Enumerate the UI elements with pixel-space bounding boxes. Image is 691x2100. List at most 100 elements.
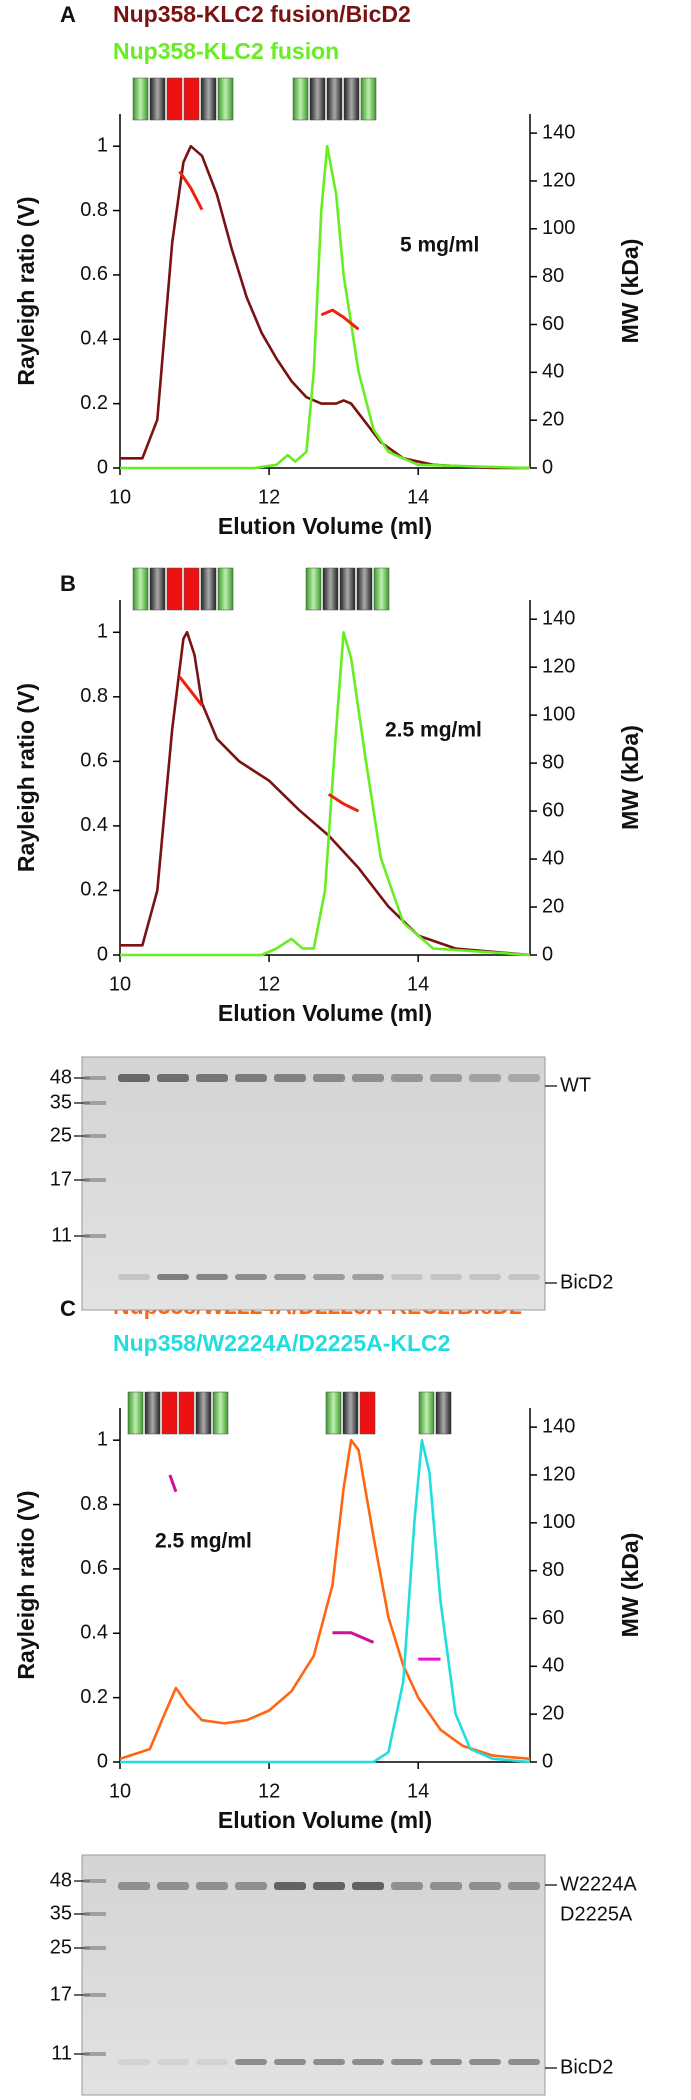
y-tick-label: 0 [97,943,108,965]
domain-icon [183,77,200,121]
gel-band [313,1074,345,1082]
gel-band [313,1274,345,1280]
y-tick-label: 0 [97,456,108,478]
x-tick-label: 14 [407,486,429,508]
domain-icon [343,77,360,121]
gel-label: BicD2 [560,2056,613,2078]
marker-label: 35 [50,1902,72,1924]
domain-icon [326,77,343,121]
domain-icon [292,77,309,121]
domain-icon [195,1391,212,1435]
gel-band [508,1274,540,1280]
gel-band [469,1274,501,1280]
gel-band [118,1274,150,1280]
y-tick-label: 0.2 [80,392,108,414]
domain-icon [325,1391,342,1435]
marker-label: 48 [50,1869,72,1891]
y2-axis-title: MW (kDa) [617,239,643,344]
mw-line [178,675,204,707]
gel-band [391,2059,423,2065]
y-tick-label: 0.6 [80,263,108,285]
legend-entry: Nup358-KLC2 fusion/BicD2 [113,1,411,27]
annotation: 5 mg/ml [400,234,479,257]
gel-band [508,2059,540,2065]
domain-icon [360,77,377,121]
y2-tick-label: 120 [542,169,575,191]
y2-tick-label: 20 [542,1702,564,1724]
rayleigh-line [120,144,530,470]
marker-label: 11 [51,2042,72,2064]
y2-tick-label: 80 [542,265,564,287]
y2-tick-label: 0 [542,943,553,965]
domain-icon [373,567,390,611]
y2-tick-label: 140 [542,1415,575,1437]
y-tick-label: 0.4 [80,328,108,350]
y2-axis-title: MW (kDa) [617,725,643,830]
domain-icon [200,77,217,121]
gel-band [196,2059,228,2065]
y2-tick-label: 40 [542,1655,564,1677]
gel-band [157,1074,189,1082]
x-tick-label: 14 [407,973,429,995]
legend-entry: Nup358/W2224A/D2225A-KLC2 [113,1330,450,1356]
ladder-band [84,1134,106,1138]
x-axis-title: Elution Volume (ml) [218,513,432,539]
mw-line [327,793,360,813]
y2-tick-label: 120 [542,655,575,677]
annotation: 2.5 mg/ml [155,1530,252,1553]
domain-icon [217,567,234,611]
domain-icon [132,77,149,121]
gel-band [196,1882,228,1890]
y-tick-label: 1 [97,1428,108,1450]
gel-band [352,2059,384,2065]
y2-tick-label: 0 [542,1750,553,1772]
gel-band [235,1274,267,1280]
domain-icon [149,77,166,121]
ladder-band [84,1178,106,1182]
gel-band [313,2059,345,2065]
y-tick-label: 0.6 [80,750,108,772]
gel-band [196,1274,228,1280]
y2-tick-label: 140 [542,121,575,143]
gel-band [391,1274,423,1280]
y-tick-label: 0.8 [80,685,108,707]
rayleigh-line [120,1438,531,1764]
panel-label: B [60,571,76,596]
rayleigh-line [120,631,531,957]
domain-icon [144,1391,161,1435]
y2-tick-label: 20 [542,408,564,430]
domain-icon [356,567,373,611]
ladder-band [84,1879,106,1883]
gel-band [157,2059,189,2065]
marker-label: 48 [50,1066,72,1088]
y-tick-label: 0.8 [80,199,108,221]
y2-tick-label: 60 [542,1607,564,1629]
domain-icon [166,77,183,121]
domain-icon [309,77,326,121]
gel-band [391,1074,423,1082]
domain-icon [305,567,322,611]
y-tick-label: 0 [97,1750,108,1772]
gel-band [235,2059,267,2065]
gel-band [274,1074,306,1082]
x-tick-label: 14 [407,1780,429,1802]
gel-label: WT [560,1074,591,1096]
domain-icon [359,1391,376,1435]
y-axis-title: Rayleigh ratio (V) [13,683,39,872]
marker-label: 25 [50,1124,72,1146]
domain-icon [217,77,234,121]
ladder-band [84,1946,106,1950]
ladder-band [84,1993,106,1997]
y2-tick-label: 100 [542,703,575,725]
y2-tick-label: 60 [542,799,564,821]
gel-band [313,1882,345,1890]
gel-band [352,1074,384,1082]
gel-band [469,1882,501,1890]
y-tick-label: 0.6 [80,1557,108,1579]
y2-tick-label: 80 [542,751,564,773]
ladder-band [84,1912,106,1916]
y2-tick-label: 100 [542,217,575,239]
domain-icon [339,567,356,611]
y2-tick-label: 0 [542,456,553,478]
